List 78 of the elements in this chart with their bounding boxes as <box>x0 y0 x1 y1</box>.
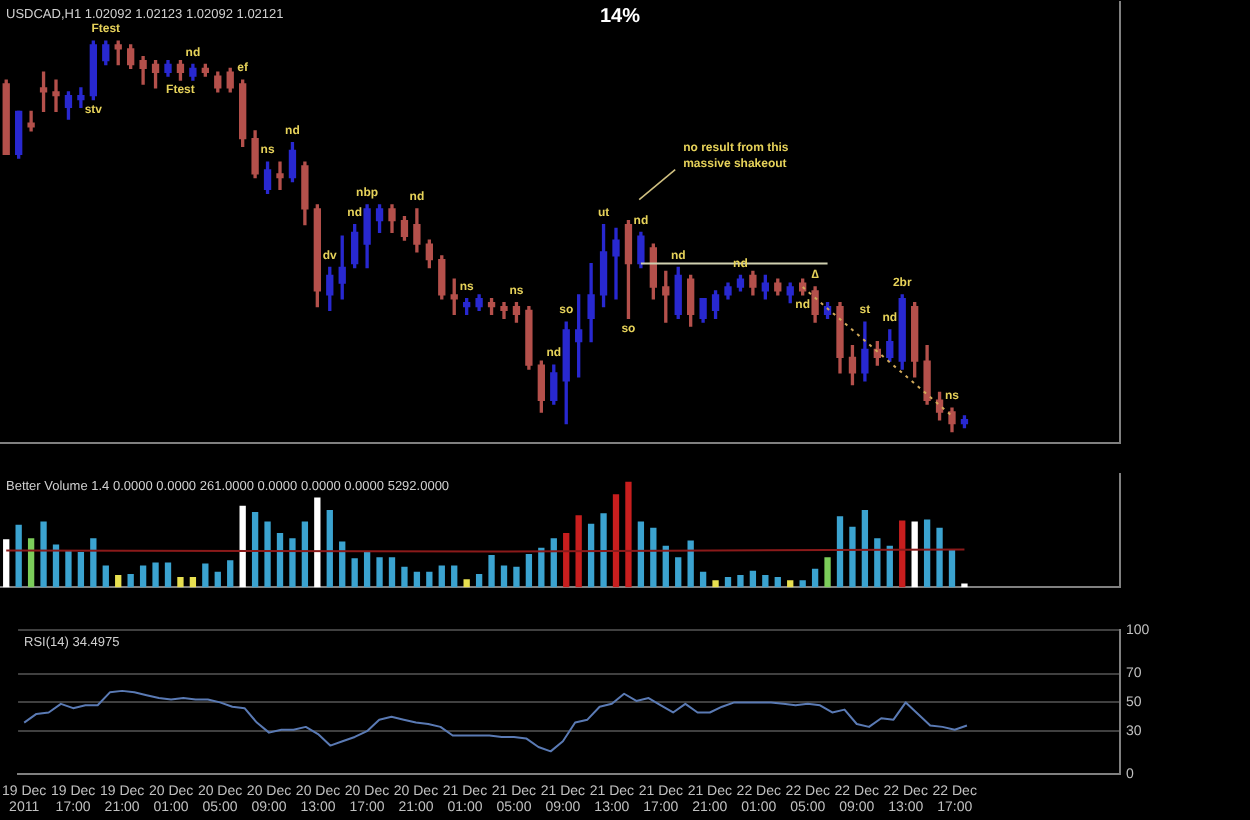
bar <box>189 577 197 588</box>
bar <box>525 554 533 588</box>
bar <box>600 513 607 588</box>
bar <box>314 497 321 588</box>
bar <box>339 541 346 588</box>
bar <box>351 558 358 588</box>
bar <box>289 538 296 588</box>
candlestick <box>276 161 284 191</box>
bar <box>376 557 383 588</box>
bar <box>774 577 781 588</box>
bar <box>587 523 595 588</box>
bar <box>811 568 819 588</box>
bar <box>787 580 794 588</box>
bar <box>65 550 72 588</box>
bar <box>762 575 769 588</box>
bar <box>40 521 47 588</box>
bar <box>899 520 906 588</box>
bar <box>563 533 570 588</box>
bar <box>214 571 221 588</box>
bar <box>699 571 707 588</box>
bar <box>836 516 844 588</box>
bar <box>724 577 732 588</box>
bar <box>363 550 371 588</box>
bar <box>438 565 445 588</box>
bar <box>227 560 234 588</box>
bar <box>102 565 109 588</box>
bar <box>749 570 757 588</box>
bar <box>3 539 10 588</box>
bar <box>115 575 122 588</box>
bar <box>164 562 172 588</box>
bar <box>513 566 520 588</box>
candlestick <box>77 87 85 109</box>
candlestick <box>52 79 60 112</box>
bar <box>388 557 396 588</box>
bar <box>712 580 719 588</box>
bar <box>139 565 147 588</box>
bar <box>475 573 483 588</box>
bar <box>911 521 918 588</box>
bar <box>326 510 333 588</box>
bar <box>27 538 35 588</box>
bar <box>948 549 956 588</box>
bar <box>874 538 881 588</box>
bar <box>451 565 458 588</box>
bar <box>550 538 557 588</box>
bar <box>923 519 931 588</box>
bar <box>463 579 470 588</box>
bar <box>637 521 645 588</box>
bar <box>625 481 632 588</box>
bar <box>575 515 582 588</box>
bar <box>488 555 495 588</box>
bar <box>687 540 694 588</box>
bar <box>413 571 421 588</box>
bar <box>77 551 85 588</box>
bar <box>824 557 831 588</box>
bar <box>650 527 657 588</box>
bar <box>15 524 22 588</box>
bar <box>301 521 309 588</box>
bar <box>799 580 806 588</box>
bar <box>251 512 259 588</box>
bar <box>264 521 271 588</box>
bar <box>861 510 869 588</box>
bar <box>152 562 159 588</box>
bar <box>737 575 744 588</box>
bar <box>500 565 508 588</box>
bar <box>675 557 682 588</box>
bar <box>401 566 408 588</box>
bar <box>276 533 284 588</box>
bar <box>239 505 246 588</box>
bar <box>936 527 943 588</box>
bar <box>612 494 620 588</box>
bar <box>177 577 184 588</box>
bar <box>90 538 97 588</box>
candlestick <box>612 227 620 300</box>
bar <box>202 563 209 588</box>
text: 14% <box>600 5 641 28</box>
bar <box>426 571 433 588</box>
bar <box>849 526 856 588</box>
bar <box>127 573 134 588</box>
